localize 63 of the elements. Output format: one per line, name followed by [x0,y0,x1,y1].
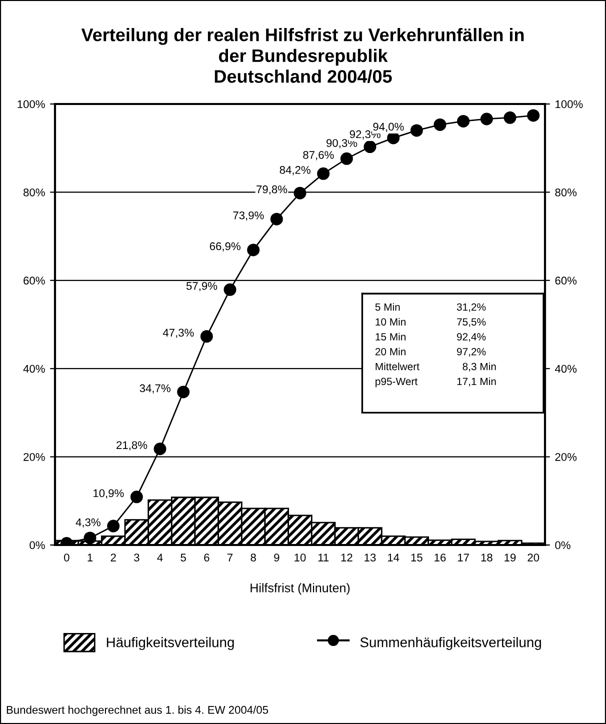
annotation: Mittelwert [376,362,420,370]
annotation: 15 Min [376,332,406,340]
data-label: 73,9% [233,211,264,221]
y2-tick-label: 60% [555,276,577,285]
annotation: 8,3 Min [462,362,496,372]
annotation: 31,2% [456,303,486,312]
data-label: 90,3% [326,139,358,148]
x-tick-label: 12 [341,554,352,562]
x-tick-label: 5 [180,554,186,562]
y2-tick-label: 100% [556,100,583,108]
annotation: 97,2% [456,348,486,357]
data-label: 10,9% [94,489,124,498]
data-label: 79,8% [256,185,288,195]
chart-title: Verteilung der realen Hilfsfrist zu Verkehrunfällen in der Bundesrepublik Deutschland 2004/05 [81,28,524,84]
data-label: 87,6% [303,151,334,160]
data-label: 57,9% [186,282,218,292]
annotation: 10 Min [376,318,406,326]
data-label: 66,9% [210,242,240,252]
data-label: 21,8% [116,441,148,450]
x-tick-label: 1 [88,554,93,562]
x-tick-label: 16 [434,554,446,562]
x-tick-label: 7 [227,554,233,562]
y-tick-label: 60% [24,276,45,285]
annotation: 20 Min [375,348,406,356]
x-tick-label: 13 [364,554,376,562]
x-tick-label: 8 [250,554,256,562]
data-label: 94,0% [373,122,404,132]
x-tick-label: 10 [294,554,306,562]
y-tick-label: 20% [24,453,45,461]
y-tick-label: 80% [24,188,45,196]
annotation: 75,5% [457,318,486,327]
x-tick-label: 2 [110,554,116,562]
data-label: 84,2% [280,166,310,176]
x-tick-label: 11 [318,554,329,562]
text: Bundeswert hochgerechnet aus 1. bis 4. EW 2004/05 [6,706,268,716]
x-tick-label: 20 [528,554,540,562]
y2-tick-label: 0% [555,541,570,550]
x-tick-label: 6 [204,554,210,562]
x-axis-title: Hilfsfrist (Minuten) [250,583,350,595]
legend-label: Häufigkeitsverteilung [106,637,234,650]
y-tick-label: 40% [23,364,45,373]
x-tick-label: 17 [458,554,469,562]
x-tick-label: 4 [157,554,163,562]
annotation: 92,4% [456,333,486,342]
x-tick-label: 18 [481,554,492,562]
y-tick-label: 100% [18,100,45,108]
x-tick-label: 3 [134,554,140,562]
x-tick-label: 19 [504,554,516,562]
y2-tick-label: 20% [555,453,577,461]
x-tick-label: 14 [388,554,400,562]
y2-tick-label: 40% [554,364,577,373]
x-tick-label: 0 [64,554,70,562]
legend-label: Summenhäufigkeitsverteilung [360,637,541,650]
y-tick-label: 0% [30,541,45,550]
annotation: p95-Wert [376,378,418,388]
annotation: 5 Min [375,303,400,311]
data-label: 34,7% [140,384,170,394]
x-tick-label: 9 [274,554,280,562]
data-label: 47,3% [162,328,194,338]
data-label: 4,3% [76,518,100,528]
annotation: 17,1 Min [457,377,496,386]
y2-tick-label: 80% [555,188,577,196]
x-tick-label: 15 [411,554,422,562]
